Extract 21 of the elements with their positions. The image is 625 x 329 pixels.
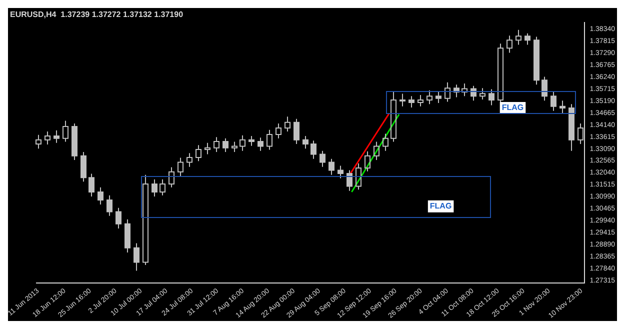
candlestick <box>178 157 184 176</box>
chart-title: EURUSD,H4 1.37239 1.37272 1.37132 1.37190 <box>10 10 184 20</box>
candlestick <box>506 35 512 54</box>
candlestick <box>444 82 450 102</box>
candlestick <box>36 134 42 150</box>
candlestick <box>516 29 522 46</box>
candlestick <box>382 133 388 152</box>
annotation: FLAG <box>502 103 524 112</box>
annotation: FLAG <box>430 202 452 211</box>
candlestick <box>62 120 68 142</box>
candlestick <box>390 91 396 142</box>
candlestick <box>204 142 210 155</box>
candlestick <box>400 93 406 107</box>
candlestick <box>232 141 238 153</box>
candlestick <box>240 134 246 152</box>
candlestick <box>44 130 50 145</box>
candlestick <box>284 116 290 132</box>
candlestick <box>462 83 468 97</box>
candlestick <box>374 141 380 160</box>
candlestick <box>142 174 148 266</box>
candlestick <box>426 90 432 105</box>
